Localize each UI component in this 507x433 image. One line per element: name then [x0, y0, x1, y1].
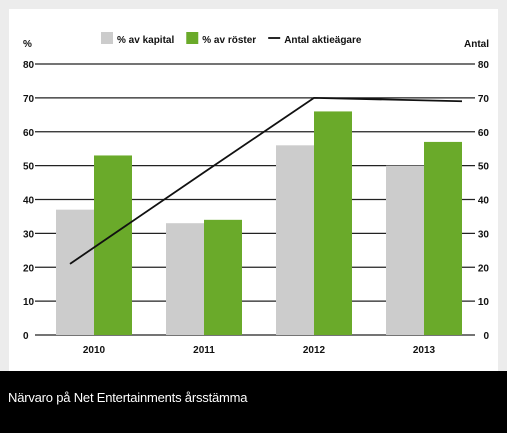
y-left-unit-label: %: [23, 39, 32, 50]
y-right-tick-label: 40: [478, 196, 490, 207]
y-left-tick-label: 30: [23, 229, 35, 240]
bar-roster: [424, 141, 462, 335]
y-right-tick-label: 30: [478, 229, 490, 240]
bar-kapital: [276, 145, 314, 335]
y-left-tick-label: 20: [23, 263, 35, 274]
x-tick-label: 2012: [303, 345, 326, 356]
bar-kapital: [166, 223, 204, 335]
line-series-aktieagare: [69, 96, 463, 265]
caption-bar: Närvaro på Net Entertainments årsstämma: [0, 371, 507, 433]
x-tick-label: 2013: [413, 345, 436, 356]
x-tick-label: 2010: [83, 345, 106, 356]
chart-caption: Närvaro på Net Entertainments årsstämma: [8, 390, 248, 405]
y-right-unit-label: Antal: [464, 39, 489, 50]
bar-kapital: [56, 209, 94, 335]
y-left-tick-label: 10: [23, 297, 35, 308]
y-left-tick-label: 80: [23, 60, 35, 71]
bar-roster: [204, 219, 242, 335]
y-left-tick-label: 60: [23, 128, 35, 139]
bar-kapital: [386, 165, 424, 335]
bar-roster: [94, 155, 132, 335]
chart-svg: 0 10 20 30 40 50 60 70 80 0 10 20 30 40 50 60 70 80% Antal…: [23, 32, 490, 356]
legend-swatch: [101, 32, 113, 44]
bar-roster: [314, 111, 352, 335]
legend-label: % av kapital: [117, 35, 174, 46]
y-left-tick-label: 70: [23, 94, 35, 105]
x-tick-label: 2011: [193, 345, 215, 356]
y-left-tick-label: 40: [23, 196, 35, 207]
y-right-tick-label: 80: [478, 60, 490, 71]
y-right-tick-label: 20: [478, 263, 490, 274]
y-right-tick-label: 50: [478, 162, 490, 173]
y-left-tick-label: 50: [23, 162, 35, 173]
y-right-tick-label: 70: [478, 94, 490, 105]
legend-label: % av röster: [202, 35, 256, 46]
y-left-tick-label: 0: [23, 331, 29, 342]
y-right-tick-label: 10: [478, 297, 490, 308]
y-right-tick-label: 60: [478, 128, 490, 139]
chart-panel: 0 10 20 30 40 50 60 70 80 0 10 20 30 40 50 60 70 80% Antal…: [9, 9, 498, 371]
y-right-tick-label: 0: [483, 331, 489, 342]
legend-label: Antal aktieägare: [284, 35, 362, 46]
legend-swatch: [186, 32, 199, 44]
